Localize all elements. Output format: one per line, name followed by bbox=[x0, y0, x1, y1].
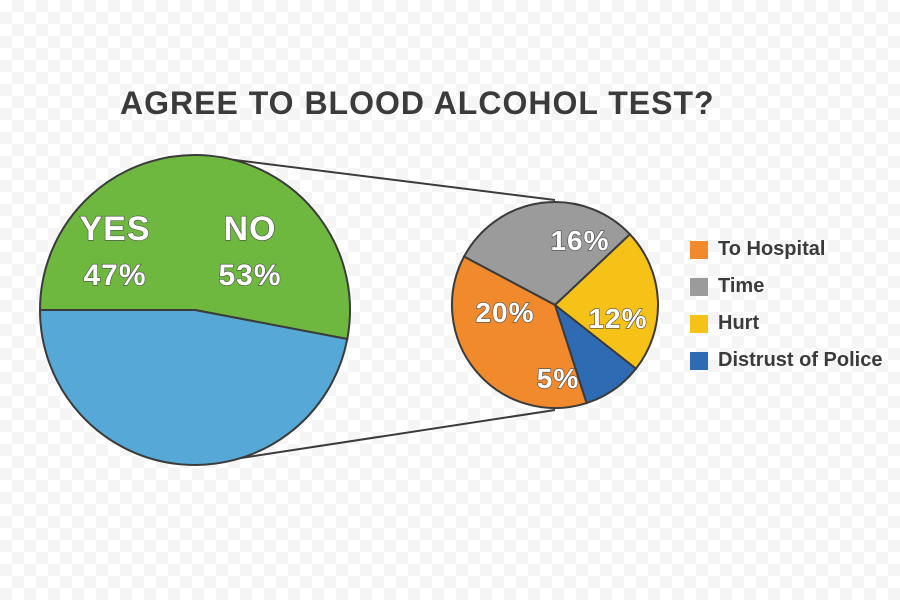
legend-swatch bbox=[690, 315, 708, 333]
chart-canvas: AGREE TO BLOOD ALCOHOL TEST? NO 53% YES 47%… bbox=[0, 0, 900, 600]
legend-label: Time bbox=[718, 275, 764, 298]
main-slice-yes-pct: 47% bbox=[83, 259, 146, 292]
main-slice-yes-label: YES bbox=[79, 210, 150, 248]
legend-item: Hurt bbox=[690, 312, 882, 335]
legend-label: Distrust of Police bbox=[718, 349, 882, 372]
legend-label: To Hospital bbox=[718, 238, 825, 261]
main-slice-no-label: NO bbox=[224, 210, 277, 248]
main-slice-no-pct: 53% bbox=[218, 259, 281, 292]
legend-item: To Hospital bbox=[690, 238, 882, 261]
main-slice-yes bbox=[40, 310, 347, 465]
legend-item: Distrust of Police bbox=[690, 349, 882, 372]
legend-swatch bbox=[690, 278, 708, 296]
breakdown-slice-time-pct: 16% bbox=[550, 225, 609, 256]
legend-item: Time bbox=[690, 275, 882, 298]
legend-swatch bbox=[690, 241, 708, 259]
legend-label: Hurt bbox=[718, 312, 759, 335]
breakdown-slice-distrust-pct: 5% bbox=[537, 363, 579, 394]
chart-title: AGREE TO BLOOD ALCOHOL TEST? bbox=[120, 85, 715, 122]
breakdown-slice-hurt-pct: 12% bbox=[588, 303, 647, 334]
legend-swatch bbox=[690, 352, 708, 370]
breakdown-slice-hospital-pct: 20% bbox=[475, 297, 534, 328]
legend: To Hospital Time Hurt Distrust of Police bbox=[690, 238, 882, 372]
